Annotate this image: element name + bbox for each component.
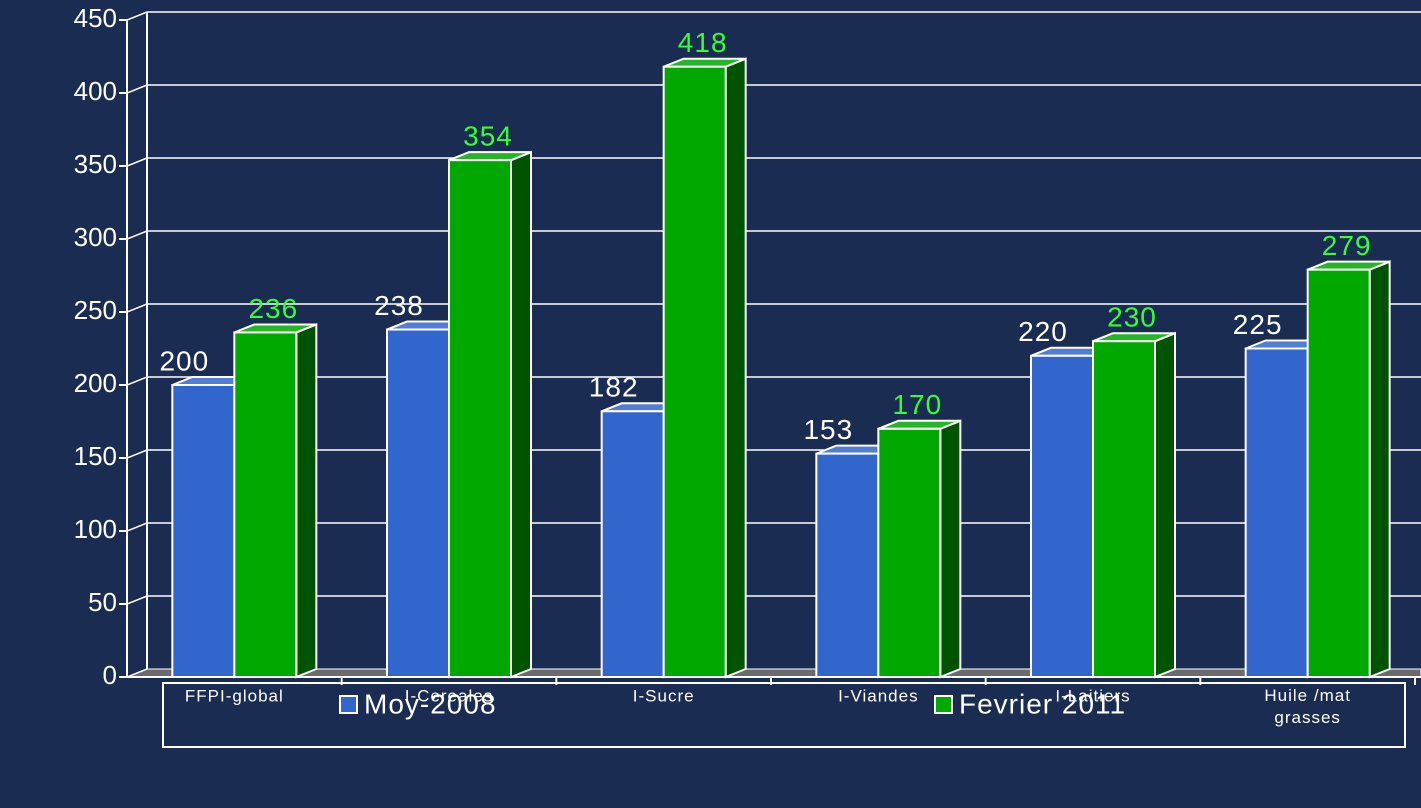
bar-side — [295, 322, 318, 679]
value-label: 153 — [803, 414, 853, 445]
grid-diagonal — [126, 157, 148, 167]
value-label: 279 — [1322, 230, 1372, 261]
value-label: 182 — [589, 372, 639, 403]
legend-swatch — [339, 695, 358, 714]
bar-side — [724, 57, 747, 679]
grid-diagonal — [126, 84, 148, 94]
x-tick-label: I-Cereales — [405, 686, 493, 705]
y-tick-label: 300 — [74, 222, 117, 252]
bar — [233, 331, 298, 678]
y-tick-label: 150 — [74, 441, 117, 471]
bar — [1244, 347, 1309, 678]
grid-diagonal — [126, 11, 148, 21]
legend-label: Fevrier 2011 — [959, 688, 1126, 719]
x-tick-label: Huile /mat grasses — [1264, 686, 1351, 727]
bar — [1306, 268, 1371, 678]
bar — [386, 328, 450, 678]
x-tick-label: I-Laitiers — [1055, 686, 1130, 705]
value-label: 225 — [1233, 309, 1283, 340]
value-label: 200 — [159, 345, 209, 376]
bar-side — [1154, 331, 1176, 679]
y-tick-label: 50 — [88, 587, 117, 617]
y-tick-label: 400 — [74, 76, 117, 106]
grid-diagonal — [126, 668, 148, 678]
grid-diagonal — [126, 230, 148, 240]
legend-swatch — [934, 695, 953, 714]
bar-side — [1368, 260, 1391, 679]
y-tick-label: 100 — [74, 514, 117, 544]
value-label: 220 — [1018, 316, 1068, 347]
value-label: 238 — [374, 290, 424, 321]
x-tick-label: I-Sucre — [633, 686, 695, 705]
grid-diagonal — [126, 522, 148, 532]
grid-diagonal — [126, 376, 148, 386]
bar — [1030, 354, 1094, 678]
bar-side — [939, 419, 962, 679]
bar — [1092, 340, 1156, 678]
bar — [448, 159, 512, 679]
y-tick-label: 250 — [74, 295, 117, 325]
legend-label: Moy-2008 — [364, 688, 497, 719]
grid-diagonal — [126, 595, 148, 605]
value-label: 170 — [892, 389, 942, 420]
bar — [600, 410, 665, 678]
value-label: 418 — [678, 27, 728, 58]
y-tick-label: 450 — [74, 3, 117, 33]
y-tick-label: 350 — [74, 149, 117, 179]
floor — [126, 668, 1421, 678]
y-tick-label: 200 — [74, 368, 117, 398]
grid-diagonal — [126, 449, 148, 459]
bar — [877, 427, 942, 678]
value-label: 354 — [463, 121, 513, 152]
bar — [171, 384, 236, 678]
bar — [815, 452, 880, 678]
y-tick-label: 0 — [103, 660, 117, 690]
x-tick-label: FFPI-global — [185, 686, 284, 705]
bar — [662, 65, 727, 679]
x-tick-label: I-Viandes — [838, 686, 919, 705]
value-label: 236 — [248, 293, 298, 324]
value-label: 230 — [1107, 302, 1157, 333]
grid-diagonal — [126, 303, 148, 313]
legend-box — [162, 682, 1406, 748]
bar-side — [510, 150, 532, 679]
